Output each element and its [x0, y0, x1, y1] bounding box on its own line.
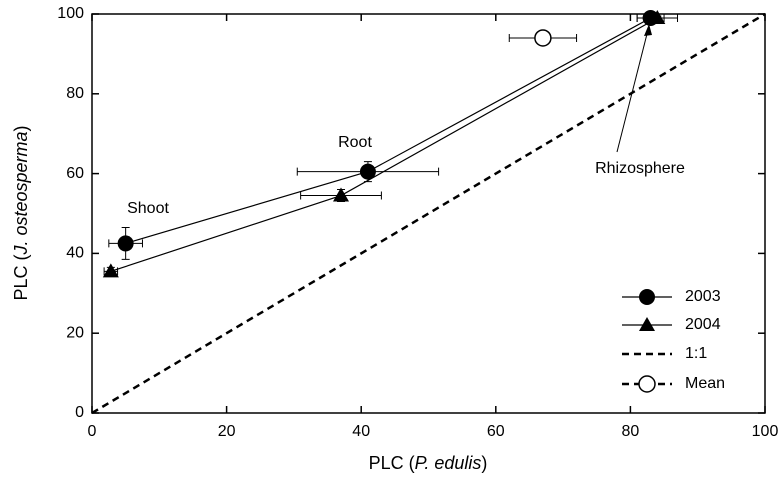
- x-tick-label: 80: [622, 423, 640, 440]
- annotation-arrowhead: [644, 24, 652, 36]
- legend-label: 2003: [685, 288, 721, 305]
- y-tick-label: 40: [66, 245, 84, 262]
- x-tick-label: 0: [88, 423, 97, 440]
- y-tick-label: 60: [66, 165, 84, 182]
- legend-marker: [639, 289, 655, 305]
- y-tick-label: 100: [57, 5, 84, 22]
- legend-marker: [638, 375, 656, 393]
- x-tick-label: 100: [752, 423, 779, 440]
- series-line: [125, 17, 651, 245]
- y-label-part: J. osteosperma: [11, 131, 31, 255]
- legend-label: Mean: [685, 375, 725, 392]
- marker: [117, 235, 134, 252]
- plot-frame: [91, 13, 766, 414]
- marker: [534, 29, 552, 47]
- x-label-part: PLC (: [369, 453, 415, 473]
- annotation: Root: [338, 134, 372, 151]
- annotation: Rhizosphere: [595, 160, 685, 177]
- y-tick-label: 20: [66, 324, 84, 341]
- legend-label: 1:1: [685, 345, 707, 362]
- x-tick-label: 40: [352, 423, 370, 440]
- x-label-part: P. edulis: [415, 453, 482, 473]
- x-tick-label: 60: [487, 423, 505, 440]
- y-tick-label: 0: [75, 404, 84, 421]
- legend-label: 2004: [685, 316, 721, 333]
- x-tick-label: 20: [218, 423, 236, 440]
- marker: [333, 187, 350, 202]
- y-axis-label: PLC (J. osteosperma): [11, 125, 31, 300]
- x-label-part: ): [481, 453, 487, 473]
- marker: [359, 163, 376, 180]
- series-line: [91, 12, 766, 415]
- legend-marker: [639, 317, 655, 331]
- y-tick-label: 80: [66, 85, 84, 102]
- annotation-arrow: [616, 29, 649, 153]
- marker: [649, 9, 666, 24]
- y-label-part: ): [11, 125, 31, 131]
- x-axis-label: PLC (P. edulis): [369, 453, 488, 473]
- series-line: [110, 17, 658, 272]
- y-label-part: PLC (: [11, 255, 31, 301]
- marker: [102, 263, 119, 278]
- annotation: Shoot: [127, 200, 169, 217]
